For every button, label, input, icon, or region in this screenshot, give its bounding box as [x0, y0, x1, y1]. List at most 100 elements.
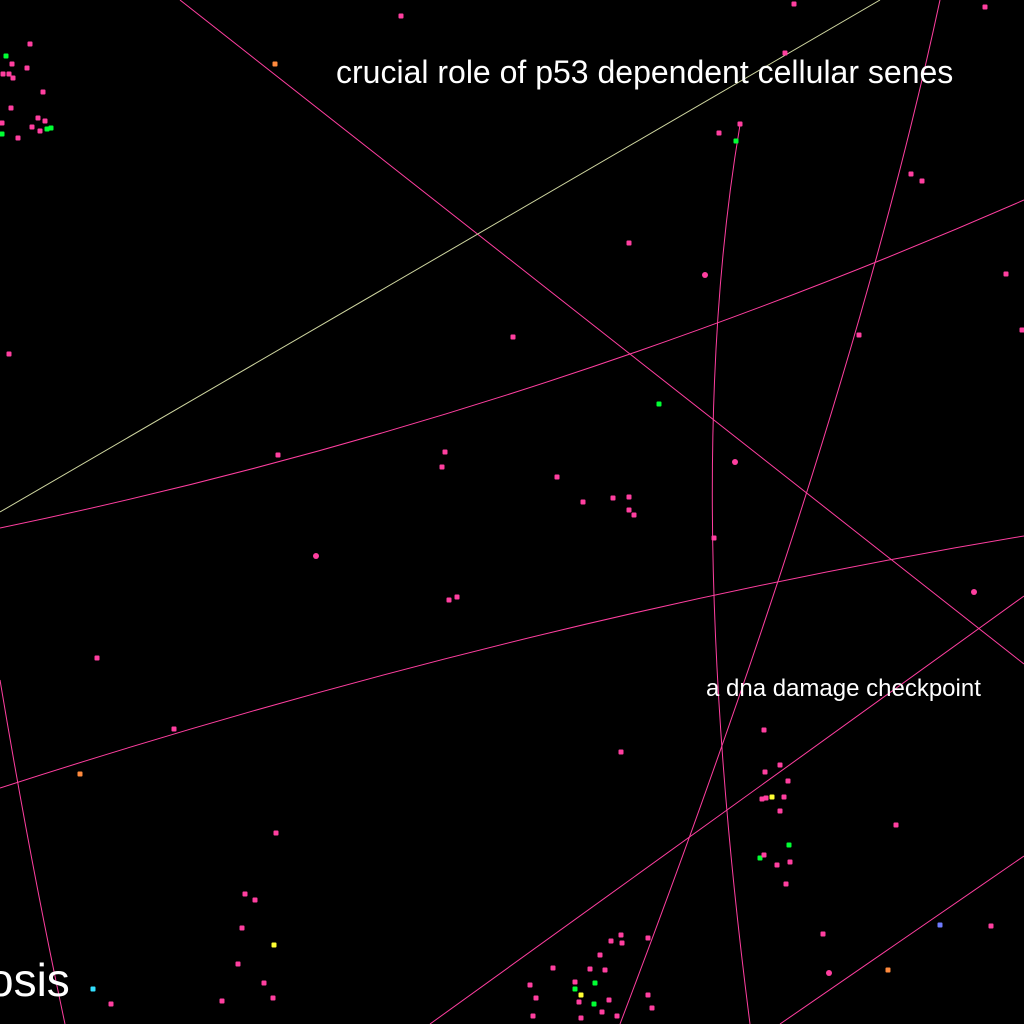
network-node — [919, 178, 925, 184]
network-node — [649, 1005, 655, 1011]
network-node — [37, 128, 43, 134]
edge-line — [711, 124, 751, 1024]
network-node — [777, 808, 783, 814]
network-node — [761, 727, 767, 733]
network-node — [982, 4, 988, 10]
network-node — [0, 71, 6, 77]
network-node — [602, 967, 608, 973]
network-node — [757, 855, 763, 861]
network-node — [787, 859, 793, 865]
network-node — [759, 796, 765, 802]
network-node — [885, 967, 891, 973]
network-node — [235, 961, 241, 967]
network-node — [737, 121, 743, 127]
network-node — [261, 980, 267, 986]
network-node — [781, 794, 787, 800]
network-node — [578, 992, 584, 998]
network-node — [645, 935, 651, 941]
network-node — [572, 986, 578, 992]
network-node — [550, 965, 556, 971]
network-node — [576, 999, 582, 1005]
edge-line — [619, 0, 941, 1024]
network-node — [3, 53, 9, 59]
node-label-senescence: crucial role of p53 dependent cellular s… — [336, 54, 954, 90]
network-node — [610, 495, 616, 501]
network-node — [15, 135, 21, 141]
network-node — [442, 449, 448, 455]
network-node — [454, 594, 460, 600]
network-node — [171, 726, 177, 732]
network-node — [271, 942, 277, 948]
network-node — [777, 762, 783, 768]
network-node — [275, 452, 281, 458]
edge-line — [0, 0, 881, 513]
network-node — [618, 749, 624, 755]
network-node — [626, 507, 632, 513]
network-node — [527, 982, 533, 988]
network-node — [631, 512, 637, 518]
network-node — [313, 553, 319, 559]
network-node — [446, 597, 452, 603]
network-node — [791, 1, 797, 7]
network-node — [239, 925, 245, 931]
network-node — [270, 995, 276, 1001]
network-node — [10, 75, 16, 81]
network-node — [578, 1015, 584, 1021]
network-node — [820, 931, 826, 937]
edge-line — [0, 199, 1024, 529]
network-node — [606, 997, 612, 1003]
network-node — [24, 65, 30, 71]
network-node — [77, 771, 83, 777]
network-node — [108, 1001, 114, 1007]
network-node — [769, 794, 775, 800]
network-node — [35, 115, 41, 121]
network-node — [656, 401, 662, 407]
network-node — [580, 499, 586, 505]
edge-line — [179, 0, 1024, 665]
network-node — [592, 980, 598, 986]
edge-line — [779, 855, 1024, 1024]
network-node — [572, 979, 578, 985]
node-label-osis: osis — [0, 954, 70, 1006]
network-node — [6, 351, 12, 357]
network-node — [782, 50, 788, 56]
network-node — [1003, 271, 1009, 277]
network-node — [9, 61, 15, 67]
network-node — [826, 970, 832, 976]
network-node — [591, 1001, 597, 1007]
network-node — [44, 126, 50, 132]
network-node — [219, 998, 225, 1004]
network-node — [533, 995, 539, 1001]
network-node — [716, 130, 722, 136]
network-node — [762, 769, 768, 775]
network-node — [48, 125, 54, 131]
network-node — [8, 105, 14, 111]
network-node — [626, 240, 632, 246]
network-node — [587, 966, 593, 972]
network-node — [554, 474, 560, 480]
network-node — [626, 494, 632, 500]
network-node — [618, 932, 624, 938]
network-node — [0, 120, 5, 126]
network-node — [608, 938, 614, 944]
edge-line — [0, 679, 66, 1024]
network-node — [774, 862, 780, 868]
network-node — [785, 778, 791, 784]
network-node — [893, 822, 899, 828]
network-node — [733, 138, 739, 144]
network-node — [90, 986, 96, 992]
network-node — [732, 459, 738, 465]
network-node — [597, 952, 603, 958]
network-node — [937, 922, 943, 928]
network-node — [530, 1013, 536, 1019]
node-label-checkpoint: a dna damage checkpoint — [706, 675, 981, 702]
network-node — [42, 118, 48, 124]
network-node — [761, 852, 767, 858]
network-node — [702, 272, 708, 278]
network-node — [439, 464, 445, 470]
edge-line — [429, 595, 1024, 1024]
